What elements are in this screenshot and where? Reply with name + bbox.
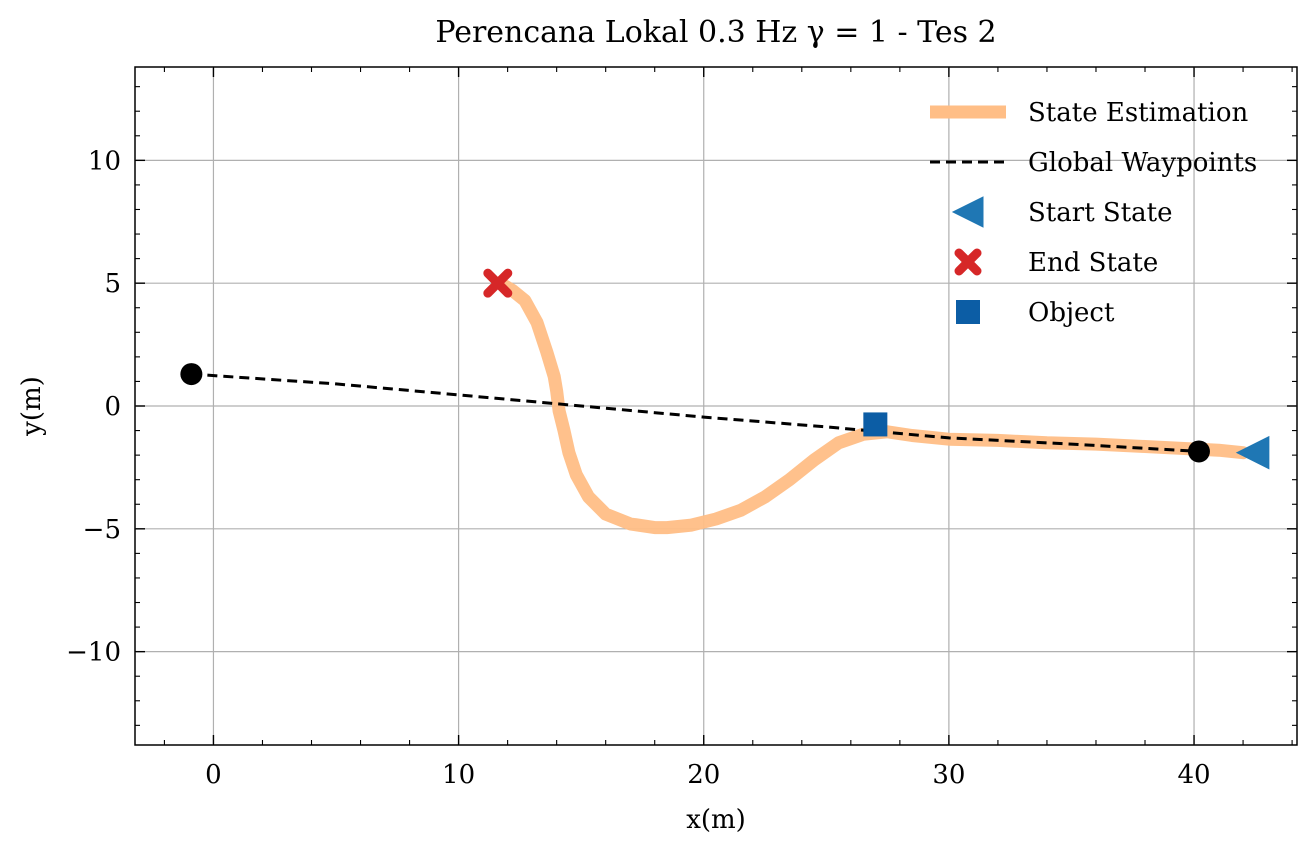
grid-group: [135, 67, 1297, 745]
legend-label: State Estimation: [1028, 98, 1249, 128]
object-marker: [863, 412, 888, 437]
start-state-marker: [1235, 435, 1270, 470]
x-axis-label: x(m): [686, 805, 746, 835]
y-tick-label: 10: [88, 146, 121, 176]
x-tick-label: 20: [687, 760, 720, 790]
plot-area: 0 10 20 30 40 −10 −5 0 5 10 State Estimation Globa…: [66, 66, 1298, 790]
legend-marker-end-state: [954, 248, 982, 276]
x-tick-label: 0: [205, 760, 222, 790]
x-tick-label: 30: [932, 760, 965, 790]
series-group: [180, 268, 1270, 535]
y-tick-label: 5: [104, 269, 121, 299]
legend-label: Start State: [1028, 198, 1173, 228]
chart-title: Perencana Lokal 0.3 Hz γ = 1 - Tes 2: [435, 15, 996, 50]
end-state-marker-stroke: [483, 268, 513, 298]
legend: State Estimation Global Waypoints Start St…: [930, 98, 1257, 328]
legend-label: Global Waypoints: [1028, 148, 1257, 178]
legend-item: End State: [954, 248, 1158, 278]
end-state-marker: [483, 268, 513, 298]
end-state-marker-stroke: [954, 248, 982, 276]
legend-label: End State: [1028, 248, 1158, 278]
y-axis-label: y(m): [17, 376, 47, 437]
x-tick-label: 40: [1177, 760, 1210, 790]
legend-label: Object: [1028, 298, 1115, 328]
legend-item: Start State: [951, 196, 1173, 228]
y-tick-label: 0: [104, 392, 121, 422]
legend-item: State Estimation: [930, 98, 1249, 128]
legend-item: Global Waypoints: [930, 148, 1257, 178]
endpoint-dot: [1187, 440, 1210, 463]
endpoint-dot: [180, 363, 203, 386]
y-tick-label: −5: [83, 515, 121, 545]
x-tick-label: 10: [442, 760, 475, 790]
global-waypoints-line: [191, 372, 1199, 453]
axes-group: 0 10 20 30 40 −10 −5 0 5 10: [66, 67, 1297, 790]
legend-marker-start-state: [951, 196, 984, 228]
legend-item: Object: [956, 298, 1115, 328]
legend-marker-object: [956, 300, 980, 324]
y-tick-label: −10: [66, 638, 121, 668]
